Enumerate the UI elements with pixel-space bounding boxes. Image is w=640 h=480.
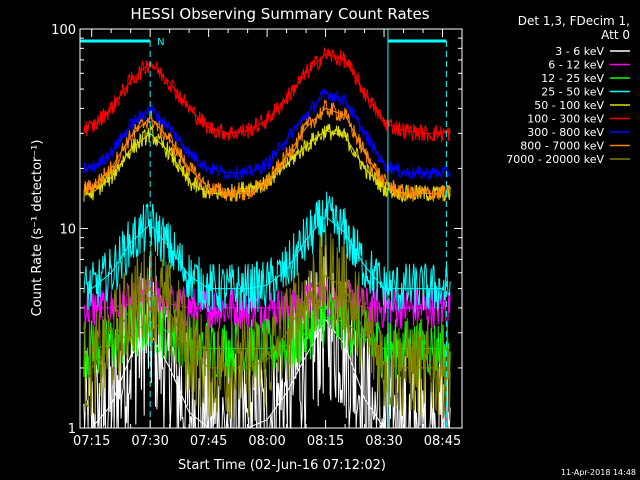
legend-label-300-800-kev: 300 - 800 keV (527, 126, 604, 139)
series-noise-800-7000-kev (83, 98, 451, 203)
chart-title: HESSI Observing Summary Count Rates (130, 5, 429, 23)
legend-label-25-50-kev: 25 - 50 keV (541, 86, 604, 99)
legend-header-line-1: Det 1,3, FDecim 1, (518, 14, 630, 28)
series-noise-100-300-kev (83, 47, 451, 143)
overlay-layer: N (80, 29, 447, 428)
series-line-300-800-kev (91, 92, 443, 174)
x-tick-label: 07:30 (131, 434, 168, 449)
x-tick-label: 07:45 (190, 434, 227, 449)
legend-label-50-100-kev: 50 - 100 keV (534, 99, 604, 112)
legend-label-3-6-kev: 3 - 6 keV (555, 45, 604, 58)
legend-label-12-25-kev: 12 - 25 keV (541, 72, 604, 85)
legend-label-7000-20000-kev: 7000 - 20000 keV (506, 153, 604, 166)
x-tick-label: 08:30 (365, 434, 402, 449)
series-noise-50-100-kev (83, 123, 451, 203)
footer-date: 11-Apr-2018 14:48 (561, 468, 636, 477)
plot-area: N 07:15 07:30 07:45 08:00 08:15 08:30 08:45 1 10… (51, 23, 463, 449)
x-axis-label: Start Time (02-Jun-16 07:12:02) (178, 458, 386, 473)
legend-header-line-2: Att 0 (601, 28, 630, 42)
axis-layer: 07:15 07:30 07:45 08:00 08:15 08:30 08:45 1 10 10… (51, 23, 463, 449)
y-axis-label: Count Rate (s⁻¹ detector⁻¹) (30, 140, 45, 317)
series-800-7000-kev (83, 98, 451, 203)
x-tick-label: 08:15 (307, 434, 344, 449)
series-layer (83, 47, 451, 430)
series-300-800-kev (83, 87, 451, 182)
series-noise-25-50-kev (83, 191, 451, 315)
series-noise-7000-20000-kev (83, 224, 451, 420)
x-tick-label: 08:00 (248, 434, 285, 449)
x-tick-label: 08:45 (424, 434, 461, 449)
legend-label-100-300-kev: 100 - 300 keV (527, 113, 604, 126)
n-marker: N (157, 37, 164, 48)
series-7000-20000-kev (83, 224, 451, 420)
y-tick-label: 1 (68, 422, 76, 437)
legend-label-800-7000-kev: 800 - 7000 keV (520, 140, 604, 153)
legend-label-6-12-kev: 6 - 12 keV (548, 59, 604, 72)
x-tick-label: 07:15 (73, 434, 110, 449)
series-noise-300-800-kev (83, 87, 451, 182)
y-tick-label: 10 (59, 223, 76, 238)
y-tick-label: 100 (51, 23, 76, 38)
